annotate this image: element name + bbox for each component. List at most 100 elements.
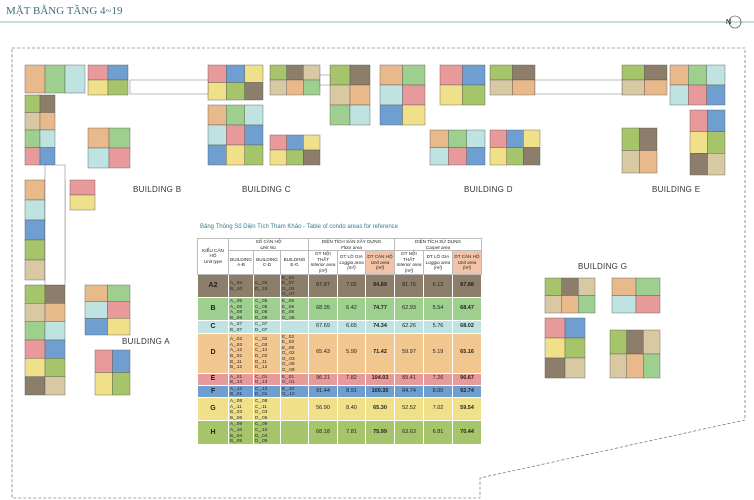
apartment-unit xyxy=(69,194,96,211)
apartment-unit xyxy=(643,353,661,379)
apartment-unit xyxy=(489,147,507,166)
header-text: Carpet area xyxy=(425,244,451,250)
unit-number: G_.07 xyxy=(282,291,295,297)
apartment-unit xyxy=(207,64,227,83)
apartment-unit xyxy=(688,84,707,106)
apartment-unit xyxy=(69,179,96,196)
apartment-unit xyxy=(462,64,486,86)
apartment-unit xyxy=(544,357,566,379)
area-value: 5.99 xyxy=(346,349,357,356)
apartment-unit xyxy=(24,219,46,241)
apartment-unit xyxy=(402,84,426,106)
unit-number: E_.02 xyxy=(282,333,295,339)
corridor xyxy=(44,164,66,286)
area-cell: 87.87 xyxy=(308,273,338,298)
apartment-unit xyxy=(107,318,131,336)
building-label: BUILDING A xyxy=(122,337,170,346)
unit-number: D_.01 xyxy=(255,391,268,397)
apartment-unit xyxy=(269,64,287,81)
area-value: 5.54 xyxy=(432,305,444,312)
area-value: 84.74 xyxy=(402,387,416,394)
apartment-unit xyxy=(44,358,66,377)
unit-list-cell xyxy=(280,420,309,445)
area-value: 56.90 xyxy=(316,405,330,412)
area-cell: 7.26 xyxy=(423,372,454,386)
area-value: 7.81 xyxy=(346,428,357,435)
apartment-unit xyxy=(226,64,245,83)
unit-number: B_.13 xyxy=(230,379,243,385)
header-text: Unit area (m²) xyxy=(370,259,390,271)
apartment-unit xyxy=(466,129,486,148)
header-text: DT NỘI THẤT xyxy=(401,251,417,262)
apartment-unit xyxy=(561,295,579,314)
table-row: A2 A_.04 B_.10 C_.04 D_.10 E_.04 E_.07 G_.04 G_.… xyxy=(197,273,483,298)
apartment-unit xyxy=(39,112,56,131)
apartment-unit xyxy=(466,147,486,166)
unit-list-cell xyxy=(280,320,309,334)
area-cell: 7.02 xyxy=(337,273,366,298)
unit-number: A_.09 xyxy=(230,421,243,427)
area-value: 91.44 xyxy=(316,387,330,394)
apartment-unit xyxy=(303,64,321,81)
apartment-unit xyxy=(626,353,644,379)
area-value: 63.63 xyxy=(402,428,416,435)
area-cell: 6.42 xyxy=(337,296,366,322)
north-circle xyxy=(728,15,742,29)
apartment-unit xyxy=(611,277,637,296)
header-text: DT NỘI THẤT xyxy=(315,251,331,262)
table-title: Bảng Thông Số Diện Tích Tham Khảo - Tabl… xyxy=(200,224,399,230)
header-text: SỐ CĂN HỘ xyxy=(255,239,282,244)
apartment-unit xyxy=(611,295,637,314)
apartment-unit xyxy=(707,131,726,154)
unit-number: C_.01 xyxy=(255,373,268,379)
unit-number: A_.08 xyxy=(230,309,243,315)
unit-number: B_.07 xyxy=(230,326,243,332)
area-value: 68.47 xyxy=(460,305,474,312)
apartment-unit xyxy=(286,79,304,96)
unit-type-cell: D xyxy=(197,332,229,374)
table-row: F A_.13 B_.01 C_.13 D_.01 E_.10 G_.10 91.44 8.91… xyxy=(197,384,483,399)
unit-number: C_.08 xyxy=(255,398,268,404)
unit-list-cell: E_.02 E_.03 E_.08 G_.02 G_.03 G_.08 G_.09 xyxy=(280,332,309,374)
north-label: N xyxy=(726,19,731,26)
apartment-unit xyxy=(639,127,658,151)
building-label: BUILDING D xyxy=(464,185,513,194)
unit-type: E xyxy=(210,375,216,383)
table-row: E A_.01 B_.13 C_.01 D_.13 E_.01 G_.01 96.21 7.82… xyxy=(197,372,483,386)
building-label: BUILDING E xyxy=(652,185,700,194)
apartment-unit xyxy=(44,376,66,396)
unit-number: D_.06 xyxy=(255,414,268,420)
area-cell: 59.54 xyxy=(452,397,483,422)
area-cell: 65.43 xyxy=(308,332,338,374)
unit-number: C_.11 xyxy=(255,403,267,409)
apartment-unit xyxy=(379,64,403,86)
area-value: 65.30 xyxy=(373,405,387,412)
apartment-unit xyxy=(303,134,321,151)
header-cell: SỐ CĂN HỘ Unit No. xyxy=(228,237,309,252)
area-value: 65.43 xyxy=(316,349,330,356)
area-cell: 7.02 xyxy=(423,397,454,422)
apartment-unit xyxy=(402,64,426,86)
area-value: 7.02 xyxy=(346,281,357,288)
apartment-unit xyxy=(669,64,689,86)
area-cell: 89.41 xyxy=(394,372,425,386)
apartment-unit xyxy=(621,127,640,151)
apartment-unit xyxy=(621,79,645,96)
area-value: 6.42 xyxy=(346,305,357,312)
apartment-unit xyxy=(24,199,46,221)
apartment-unit xyxy=(207,104,227,126)
unit-type: F xyxy=(210,387,216,395)
area-cell: 81.76 xyxy=(394,273,425,298)
area-value: 62.26 xyxy=(402,323,416,330)
unit-number: B_.01 xyxy=(230,391,243,397)
area-value: 7.26 xyxy=(432,375,444,382)
apartment-unit xyxy=(644,79,668,96)
apartment-unit xyxy=(207,144,227,166)
apartment-unit xyxy=(87,147,110,169)
unit-number: G_.01 xyxy=(282,379,295,385)
apartment-unit xyxy=(429,129,449,148)
area-value: 5.19 xyxy=(432,349,444,356)
apartment-unit xyxy=(303,79,321,96)
unit-type-cell: A2 xyxy=(197,273,229,298)
